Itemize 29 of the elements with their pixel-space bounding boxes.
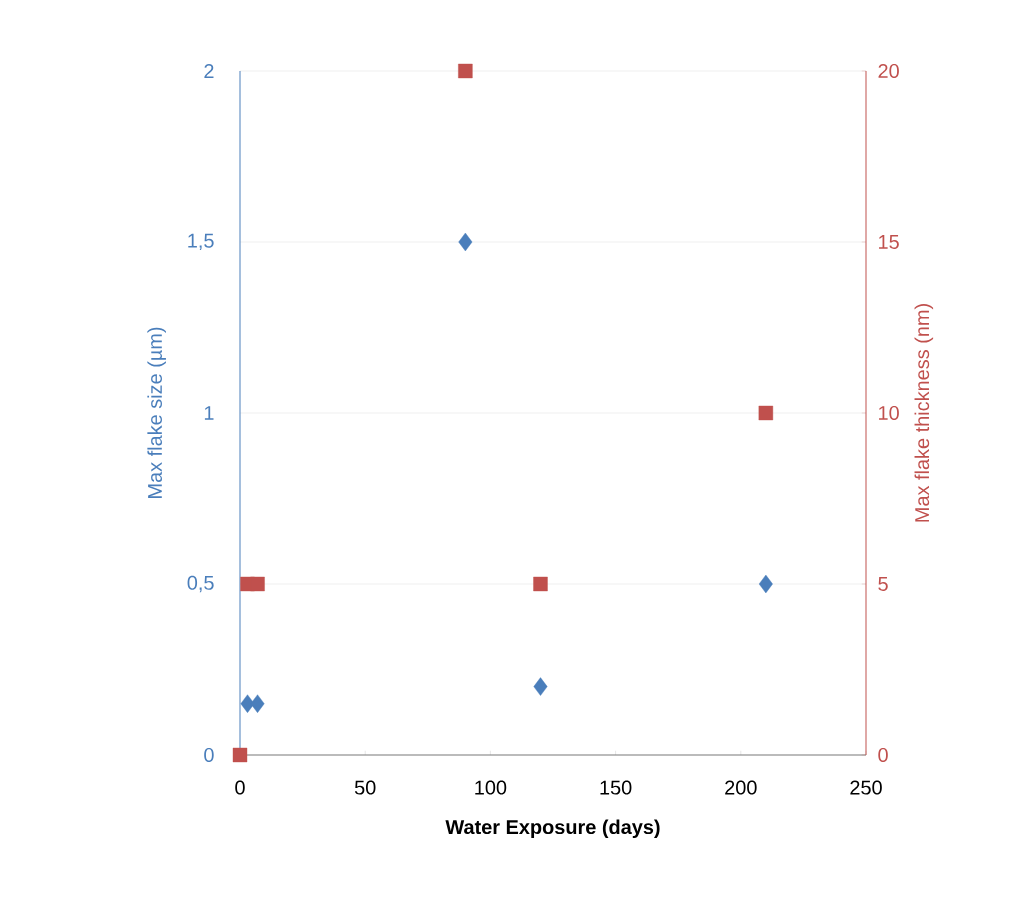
y-tick-label: 1,5: [188, 233, 214, 251]
y-axis-title: Max flake size (µm): [147, 327, 166, 498]
y-tick-label: 1: [204, 406, 214, 420]
point: [533, 677, 548, 696]
x-tick-label: 150: [600, 780, 632, 795]
x-tick-label: 250: [850, 780, 882, 795]
x-tick-label: 50: [354, 780, 376, 795]
point: [758, 574, 773, 594]
point: [458, 63, 473, 79]
point: [250, 576, 265, 592]
y2-axis-title: Max flake thickness (nm): [914, 304, 934, 522]
y2-tick-label: 20: [878, 63, 899, 79]
y-tick-label: 0: [204, 747, 214, 763]
y2-tick-label: 5: [878, 577, 888, 591]
x-tick-label: 200: [725, 780, 757, 795]
y2-tick-label: 15: [879, 235, 899, 249]
point: [232, 747, 248, 763]
y2-tick-label: 0: [878, 747, 888, 763]
x-axis-title: Water Exposure (days): [445, 819, 660, 839]
point: [758, 405, 774, 421]
y-tick-label: 0,5: [187, 575, 214, 593]
y2-tick-label: 10: [879, 405, 899, 421]
x-tick-label: 0: [235, 780, 245, 795]
y-tick-label: 2: [204, 64, 214, 78]
point: [458, 232, 473, 252]
point: [533, 576, 548, 592]
point: [250, 694, 265, 713]
point: [240, 694, 255, 713]
x-tick-label: 100: [475, 780, 507, 795]
